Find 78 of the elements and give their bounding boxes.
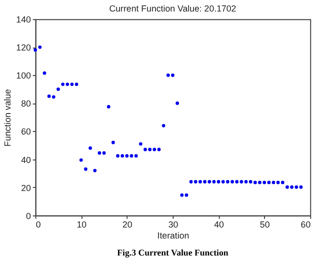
y-tick-label: 40 — [21, 154, 31, 165]
point — [189, 180, 193, 184]
point — [176, 102, 180, 105]
x-tick-label: 20 — [122, 220, 132, 230]
point — [171, 74, 174, 77]
y-axis-title: Function value — [2, 88, 12, 146]
point — [203, 180, 206, 184]
point — [267, 180, 271, 184]
point — [93, 168, 97, 172]
point — [106, 105, 110, 108]
point — [88, 146, 92, 150]
point — [294, 185, 298, 189]
point — [216, 180, 220, 184]
point — [212, 180, 216, 184]
chart-title: Current Function Value: 20.1702 — [109, 3, 236, 14]
point — [125, 154, 129, 158]
point — [244, 180, 248, 184]
point — [184, 193, 188, 197]
y-tick-label: 100 — [16, 70, 31, 81]
point — [272, 180, 276, 184]
point — [144, 148, 147, 152]
point — [162, 124, 166, 128]
y-tick-label: 120 — [16, 42, 31, 53]
point — [235, 180, 239, 184]
x-tick-label: 40 — [214, 220, 224, 230]
x-tick-label: 30 — [168, 220, 178, 230]
x-axis-title: Iteration — [157, 230, 190, 240]
point — [240, 180, 244, 184]
point — [34, 48, 38, 52]
point — [66, 82, 70, 86]
point — [262, 180, 266, 184]
point — [276, 180, 280, 184]
point — [70, 82, 74, 86]
point — [253, 180, 257, 184]
x-tick-label: 60 — [300, 220, 311, 230]
point — [226, 180, 230, 184]
point — [52, 95, 56, 99]
point — [42, 71, 46, 75]
x-tick-label: 0 — [36, 220, 41, 230]
point — [286, 185, 289, 189]
point — [111, 140, 115, 144]
point — [138, 142, 142, 146]
point — [38, 45, 42, 49]
point — [280, 180, 284, 184]
point — [221, 180, 225, 184]
point — [230, 180, 234, 184]
point — [194, 180, 198, 184]
point — [180, 193, 184, 197]
x-tick-label: 10 — [76, 220, 87, 230]
y-tick-label: 0 — [26, 210, 31, 221]
point — [148, 148, 152, 152]
point — [152, 148, 156, 152]
point — [102, 151, 106, 155]
x-tick-label: 50 — [260, 220, 270, 230]
point — [120, 154, 124, 158]
point — [47, 94, 51, 98]
y-tick-label: 140 — [16, 14, 31, 25]
y-tick-label: 60 — [21, 126, 31, 137]
point — [134, 154, 138, 158]
point — [248, 180, 252, 184]
point — [157, 148, 161, 152]
point — [130, 154, 134, 158]
point — [116, 154, 120, 158]
y-tick-label: 20 — [21, 182, 31, 193]
point — [299, 185, 303, 189]
point — [290, 185, 294, 189]
point — [258, 180, 262, 184]
point — [74, 82, 78, 86]
point — [98, 151, 102, 155]
point — [198, 180, 202, 184]
point — [84, 167, 88, 171]
y-tick-label: 80 — [21, 98, 31, 109]
point — [56, 88, 60, 91]
caption: Fig.3 Current Value Function — [117, 248, 228, 258]
point — [166, 74, 170, 77]
point — [61, 82, 65, 86]
point — [79, 158, 83, 162]
point — [208, 180, 212, 184]
